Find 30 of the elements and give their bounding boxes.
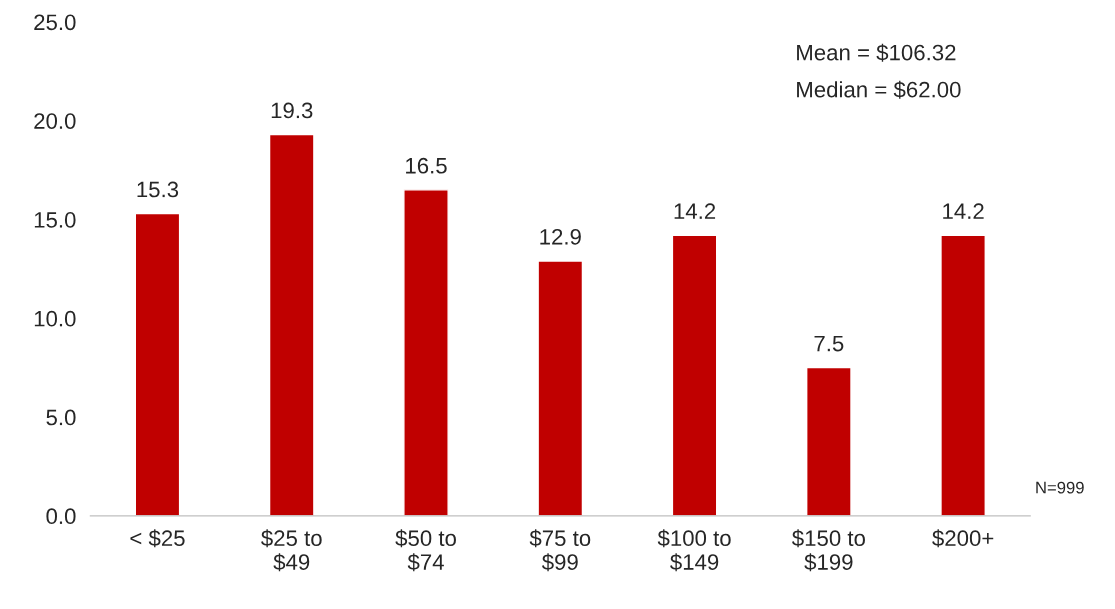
- data-label: 16.5: [406, 157, 447, 174]
- bar: [403, 189, 449, 516]
- bar: [805, 366, 852, 516]
- bar: [134, 212, 181, 516]
- x-tick-label: $150 to $199: [792, 529, 865, 572]
- data-label: 12.9: [540, 228, 581, 245]
- x-tick-label: < $25: [130, 529, 185, 548]
- annotation: Median = $62.00: [797, 80, 961, 99]
- y-tick-label: 5.0: [46, 409, 76, 426]
- y-tick-label: 10.0: [34, 310, 76, 327]
- data-label: 19.3: [271, 102, 313, 119]
- annotation: Mean = $106.32: [797, 43, 956, 62]
- x-tick-label: $200+: [932, 529, 994, 548]
- text: N=999: [1036, 481, 1084, 494]
- x-tick-label: $75 to $99: [529, 529, 591, 572]
- bar: [671, 234, 718, 516]
- bar: [537, 260, 584, 516]
- y-tick-label: 25.0: [34, 14, 76, 31]
- data-label: 14.2: [943, 203, 984, 219]
- data-label: 7.5: [814, 335, 844, 352]
- x-tick-label: $100 to $149: [657, 529, 731, 572]
- data-label: 14.2: [674, 203, 716, 219]
- x-tick-label: $50 to $74: [395, 529, 456, 572]
- y-tick-label: 0.0: [46, 508, 76, 525]
- y-tick-label: 20.0: [34, 113, 76, 129]
- x-tick-label: $25 to $49: [261, 529, 322, 572]
- data-label: 15.3: [137, 181, 179, 198]
- bar: [940, 234, 986, 516]
- bar: [268, 133, 315, 516]
- y-tick-label: 15.0: [34, 212, 76, 228]
